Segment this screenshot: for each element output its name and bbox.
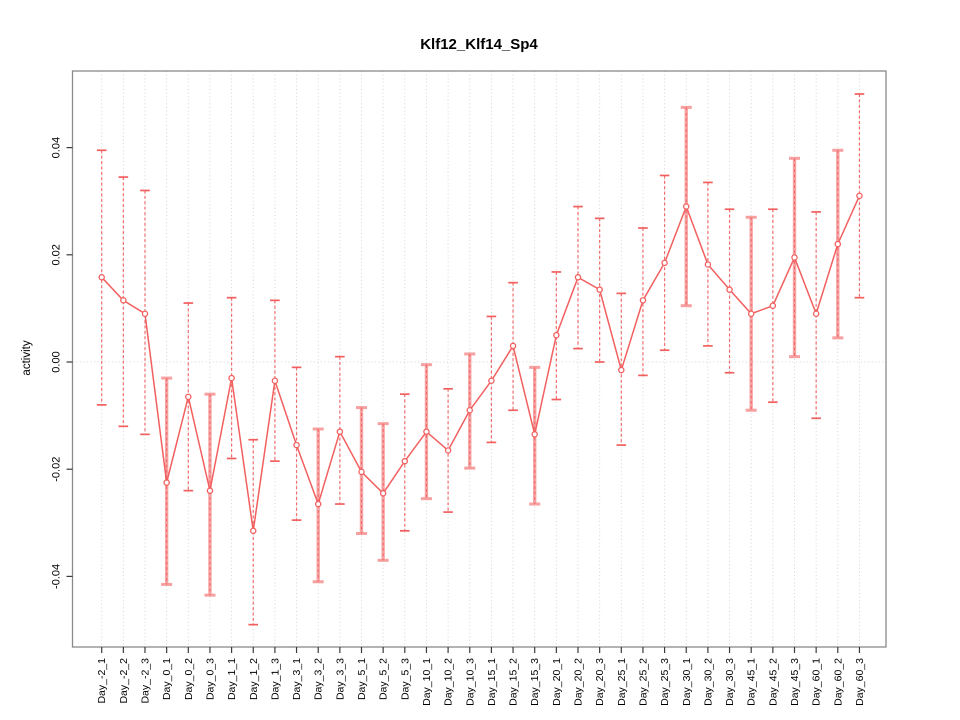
data-point <box>163 479 170 486</box>
data-point <box>834 240 842 248</box>
chart-title: Klf12_Klf14_Sp4 <box>420 36 538 53</box>
y-tick-label: 0.02 <box>51 244 63 265</box>
x-tick-label: Day_60_3 <box>854 658 866 706</box>
data-point <box>531 431 538 438</box>
x-tick-label: Day_25_2 <box>637 658 649 706</box>
gridlines <box>72 71 886 647</box>
data-point <box>553 331 560 339</box>
x-tick-label: Day_0_1 <box>161 658 173 700</box>
x-tick-label: Day_3_1 <box>291 658 303 700</box>
data-point <box>509 342 517 350</box>
data-point <box>185 393 192 401</box>
data-point <box>336 428 344 435</box>
data-point <box>704 261 712 268</box>
x-tick-label: Day_1_2 <box>248 658 260 700</box>
data-point <box>791 254 798 261</box>
data-point <box>747 310 755 318</box>
plot-border <box>71 70 887 648</box>
x-tick-label: Day_5_2 <box>378 658 390 700</box>
x-tick-label: Day_25_1 <box>616 658 628 706</box>
x-tick-label: Day_20_2 <box>573 658 585 706</box>
data-point <box>401 457 409 465</box>
x-tick-label: Day_15_1 <box>486 658 498 706</box>
x-tick-label: Day_1_1 <box>226 658 238 700</box>
x-tick-label: Day_15_3 <box>529 658 541 706</box>
data-point <box>271 377 279 385</box>
data-point <box>726 286 733 293</box>
x-tick-label: Day_-2_2 <box>118 658 130 704</box>
data-point <box>856 192 863 200</box>
x-tick-label: Day_-2_1 <box>96 658 108 704</box>
x-tick-label: Day_45_2 <box>767 658 779 706</box>
data-point <box>206 487 214 494</box>
data-point <box>98 274 105 281</box>
data-point <box>249 527 257 535</box>
x-tick-label: Day_0_3 <box>204 658 216 700</box>
data-point <box>574 274 582 281</box>
data-points <box>98 192 863 535</box>
error-bars <box>96 93 865 626</box>
data-point <box>228 374 235 382</box>
x-tick-label: Day_30_2 <box>702 658 714 706</box>
data-point <box>358 468 365 476</box>
x-tick-label: Day_10_2 <box>443 658 455 706</box>
data-point <box>618 366 625 374</box>
data-point <box>466 406 473 414</box>
y-tick-label: 0.00 <box>51 351 63 372</box>
series-line <box>101 195 861 531</box>
data-point <box>379 490 387 497</box>
data-point <box>293 441 300 449</box>
x-tick-label: Day_10_1 <box>421 658 433 706</box>
data-point <box>596 286 603 293</box>
x-tick-label: Day_3_2 <box>313 658 325 700</box>
x-tick-label: Day_25_3 <box>659 658 671 706</box>
x-tick-label: Day_15_2 <box>508 658 520 706</box>
data-point <box>141 310 149 318</box>
x-tick-label: Day_30_3 <box>724 658 736 706</box>
data-point <box>639 297 647 304</box>
y-tick-label: 0.04 <box>51 137 63 158</box>
x-tick-label: Day_20_1 <box>551 658 563 706</box>
x-tick-label: Day_5_1 <box>356 658 368 700</box>
x-tick-label: Day_60_1 <box>811 658 823 706</box>
x-tick-label: Day_1_3 <box>269 658 281 700</box>
x-tick-label: Day_45_1 <box>746 658 758 706</box>
data-point <box>488 377 495 385</box>
x-tick-label: Day_45_3 <box>789 658 801 706</box>
data-point <box>769 302 777 309</box>
x-tick-label: Day_20_3 <box>594 658 606 706</box>
x-axis: Day_-2_1 Day_-2_2 Day_-2_3 Day_0_1 Day_0_2 Da… <box>96 647 866 706</box>
x-tick-label: Day_0_2 <box>183 658 195 700</box>
x-tick-label: Day_3_3 <box>334 658 346 700</box>
y-axis: 0.04 0.02 0.00 -0.02 -0.04 <box>51 137 73 589</box>
data-point <box>661 259 668 267</box>
data-point <box>314 500 322 508</box>
data-point <box>120 297 127 304</box>
data-point <box>683 203 690 210</box>
data-point <box>423 428 430 435</box>
y-tick-label: -0.02 <box>51 457 63 482</box>
data-point <box>444 447 452 454</box>
data-point <box>812 310 820 318</box>
x-tick-label: Day_5_3 <box>399 658 411 700</box>
x-tick-label: Day_10_3 <box>464 658 476 706</box>
x-tick-label: Day_60_2 <box>832 658 844 706</box>
x-tick-label: Day_30_1 <box>681 658 693 706</box>
y-tick-label: -0.04 <box>51 564 63 589</box>
x-tick-label: Day_-2_3 <box>140 658 152 704</box>
